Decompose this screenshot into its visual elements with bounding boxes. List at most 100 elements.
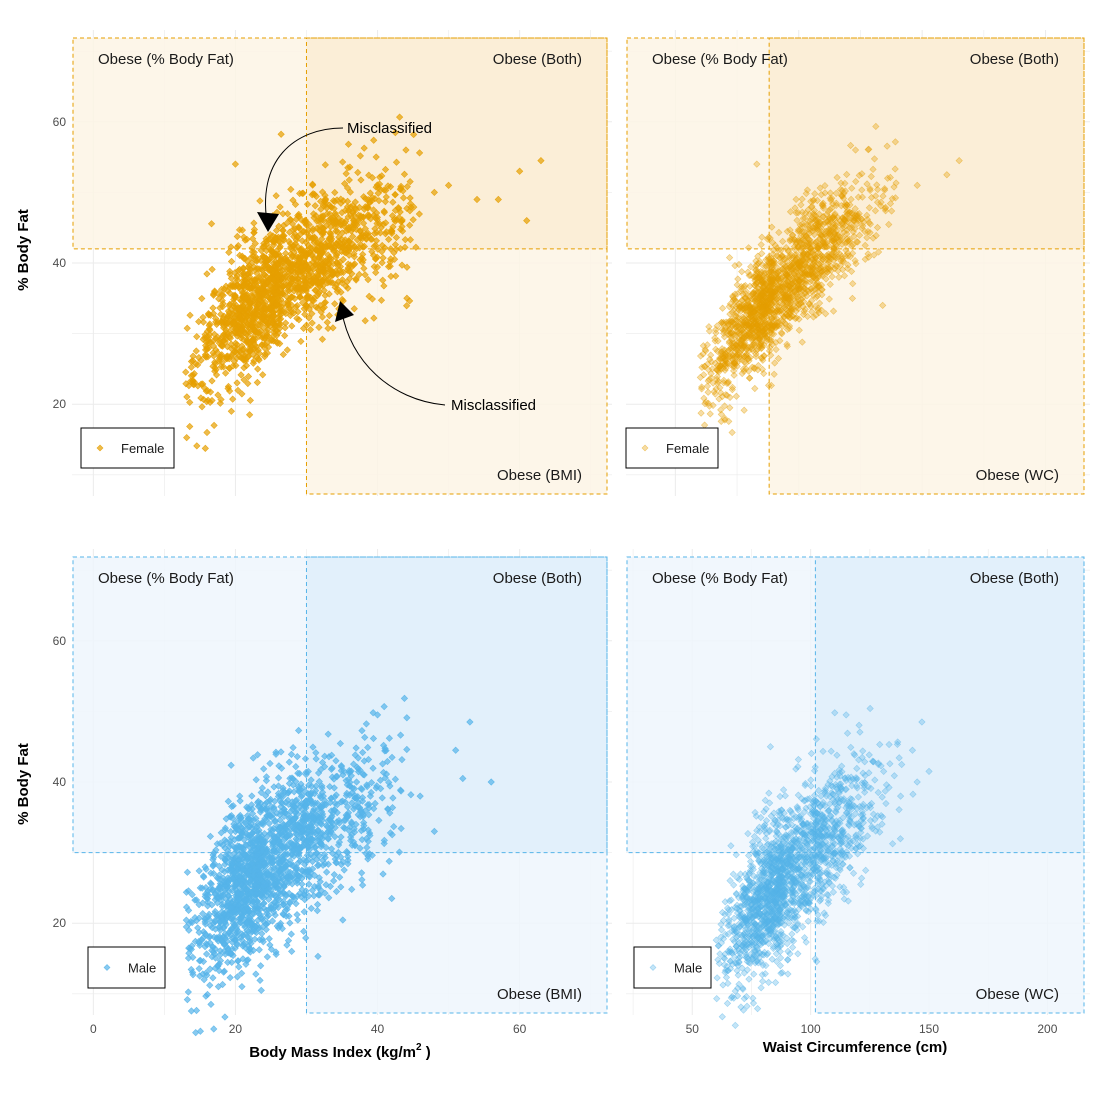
data-point	[195, 317, 203, 326]
data-point	[297, 337, 305, 346]
data-point	[325, 311, 333, 320]
data-point	[306, 325, 315, 334]
data-point	[227, 407, 235, 415]
data-point	[186, 422, 194, 431]
data-point	[400, 170, 409, 178]
data-point	[703, 382, 712, 390]
data-point	[193, 442, 201, 450]
data-point	[700, 421, 709, 429]
data-point	[183, 434, 191, 442]
data-point	[221, 369, 230, 377]
data-point	[256, 976, 264, 985]
panel-male-bmi: Obese (% Body Fat) Obese (Both)Obese (BMI…	[53, 549, 612, 1037]
data-point	[192, 1006, 201, 1015]
data-point	[250, 219, 258, 227]
data-point	[415, 210, 423, 218]
data-point	[242, 362, 251, 370]
data-point	[705, 323, 713, 331]
label-obese-pbf: Obese (% Body Fat)	[98, 51, 234, 68]
data-point	[195, 867, 203, 875]
legend-female-bmi: Female	[80, 427, 175, 469]
data-point	[183, 393, 191, 401]
data-point	[380, 282, 388, 290]
data-point	[217, 310, 225, 318]
data-point	[183, 868, 192, 876]
label-obese-both: Obese (Both)	[970, 51, 1059, 68]
data-point	[246, 411, 254, 419]
data-point	[361, 271, 369, 279]
data-point	[300, 927, 308, 935]
data-point	[208, 377, 216, 385]
data-point	[212, 371, 221, 379]
label-obese-both: Obese (Both)	[493, 51, 582, 68]
data-point	[364, 275, 372, 284]
data-point	[208, 265, 216, 274]
data-point	[209, 974, 217, 982]
data-point	[360, 264, 368, 272]
data-point	[406, 178, 414, 186]
data-point	[259, 371, 267, 379]
data-point	[272, 192, 280, 200]
data-point	[190, 369, 198, 378]
data-point	[229, 395, 237, 403]
data-point	[732, 392, 741, 400]
data-point	[198, 294, 206, 303]
data-point	[294, 916, 302, 924]
data-point	[200, 384, 208, 392]
data-point	[374, 189, 382, 197]
data-point	[329, 324, 337, 332]
data-point	[203, 428, 211, 437]
panel-female-bmi: Obese (% Body Fat) Obese (Both) Obese (BMI…	[53, 30, 612, 496]
data-point	[391, 217, 399, 225]
data-point	[235, 963, 243, 971]
data-point	[277, 130, 285, 138]
data-point	[391, 241, 400, 249]
data-point	[209, 304, 217, 312]
data-point	[233, 379, 241, 387]
data-point	[279, 350, 287, 359]
data-point	[381, 198, 390, 206]
data-point	[207, 1000, 215, 1008]
legend-label: Female	[666, 441, 709, 456]
y-tick-label: 40	[53, 256, 67, 270]
data-point	[255, 946, 263, 954]
data-point	[210, 421, 218, 430]
data-point	[725, 253, 734, 262]
data-point	[189, 352, 197, 360]
data-point	[263, 953, 271, 961]
data-point	[751, 384, 759, 393]
data-point	[221, 1013, 229, 1021]
data-point	[281, 324, 289, 332]
data-point	[227, 257, 236, 266]
data-point	[289, 196, 297, 204]
data-point	[349, 232, 357, 241]
data-point	[287, 930, 295, 938]
regions-male-bmi	[73, 557, 607, 1013]
legend-label: Female	[121, 441, 164, 456]
data-point	[315, 323, 323, 331]
data-point	[238, 983, 246, 991]
data-point	[288, 322, 296, 330]
data-point	[356, 152, 365, 160]
data-point	[346, 188, 354, 196]
legend-female-wc: Female	[625, 427, 719, 469]
data-point	[745, 374, 754, 382]
data-point	[257, 986, 265, 994]
data-point	[406, 236, 415, 244]
data-point	[331, 300, 339, 308]
data-point	[396, 113, 404, 121]
data-point	[697, 409, 705, 417]
label-obese-x: Obese (BMI)	[497, 467, 582, 484]
data-point	[203, 270, 211, 278]
data-point	[265, 935, 273, 943]
regions-female-bmi	[73, 38, 607, 494]
y-tick-label: 20	[53, 397, 67, 411]
data-point	[359, 219, 368, 227]
data-point	[391, 191, 399, 199]
data-point	[283, 346, 291, 354]
data-point	[193, 333, 201, 341]
data-point	[718, 304, 727, 312]
data-point	[357, 240, 365, 249]
